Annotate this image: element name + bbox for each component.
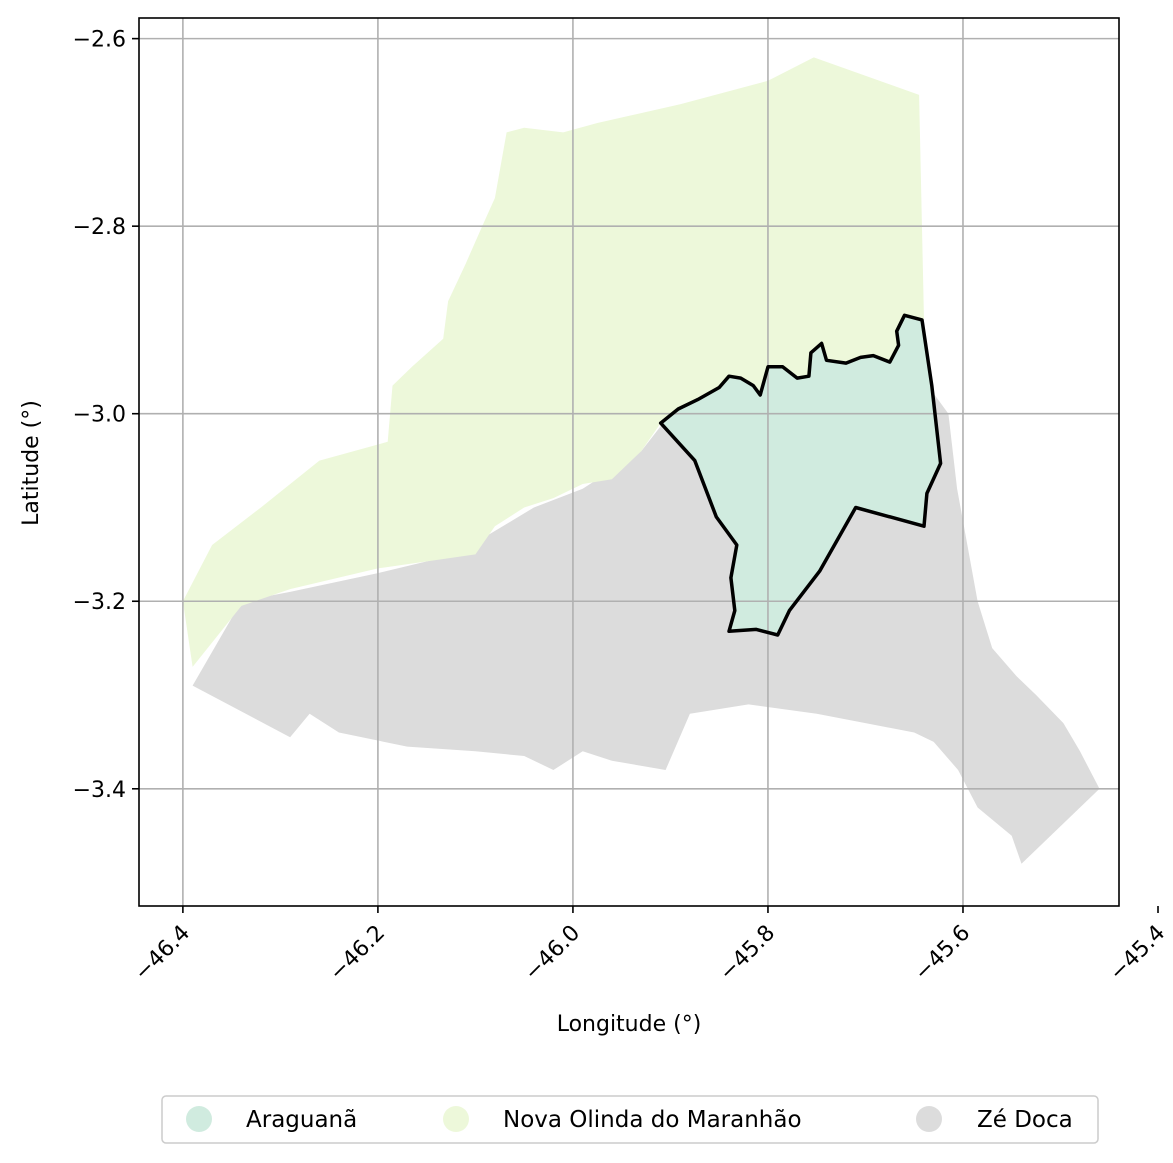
regions-layer xyxy=(182,57,1100,864)
legend-label-nova-olinda-do-maranhao: Nova Olinda do Maranhão xyxy=(503,1107,802,1133)
x-tick-label: −46.4 xyxy=(130,921,195,986)
highlight-outline-layer xyxy=(658,313,943,637)
y-tick-label: −3.2 xyxy=(73,590,126,615)
x-axis-ticks: −46.4 −46.2 −46.0 −45.8 −45.6 −45.4 xyxy=(130,906,1170,986)
legend-label-ze-doca: Zé Doca xyxy=(977,1107,1073,1133)
y-tick-label: −3.4 xyxy=(73,778,126,803)
x-tick-label: −45.4 xyxy=(1105,921,1170,986)
x-tick-label: −45.8 xyxy=(715,921,780,986)
region-outline-araguana xyxy=(658,313,943,637)
y-tick-label: −2.6 xyxy=(73,28,126,53)
legend-label-araguana: Araguanã xyxy=(246,1107,357,1133)
legend-swatch-araguana xyxy=(186,1106,212,1132)
legend-swatch-nova-olinda-do-maranhao xyxy=(443,1106,469,1132)
y-tick-label: −3.0 xyxy=(73,403,126,428)
region-araguana xyxy=(660,315,941,635)
y-axis-ticks: −2.6 −2.8 −3.0 −3.2 −3.4 xyxy=(73,28,139,803)
legend-frame xyxy=(161,1095,1099,1144)
y-axis-label: Latitude (°) xyxy=(19,400,44,526)
x-tick-label: −45.6 xyxy=(910,921,975,986)
region-nova-olinda-do-maranhao xyxy=(182,57,924,667)
y-tick-label: −2.8 xyxy=(73,215,126,240)
grid-layer xyxy=(139,18,1119,906)
x-axis-label: Longitude (°) xyxy=(557,1012,702,1037)
x-tick-label: −46.2 xyxy=(325,921,390,986)
legend-swatch-ze-doca xyxy=(916,1106,942,1132)
plot-frame xyxy=(138,17,1120,907)
legend: Araguanã Nova Olinda do Maranhão Zé Doca xyxy=(161,1095,1099,1144)
x-tick-label: −46.0 xyxy=(520,921,585,986)
